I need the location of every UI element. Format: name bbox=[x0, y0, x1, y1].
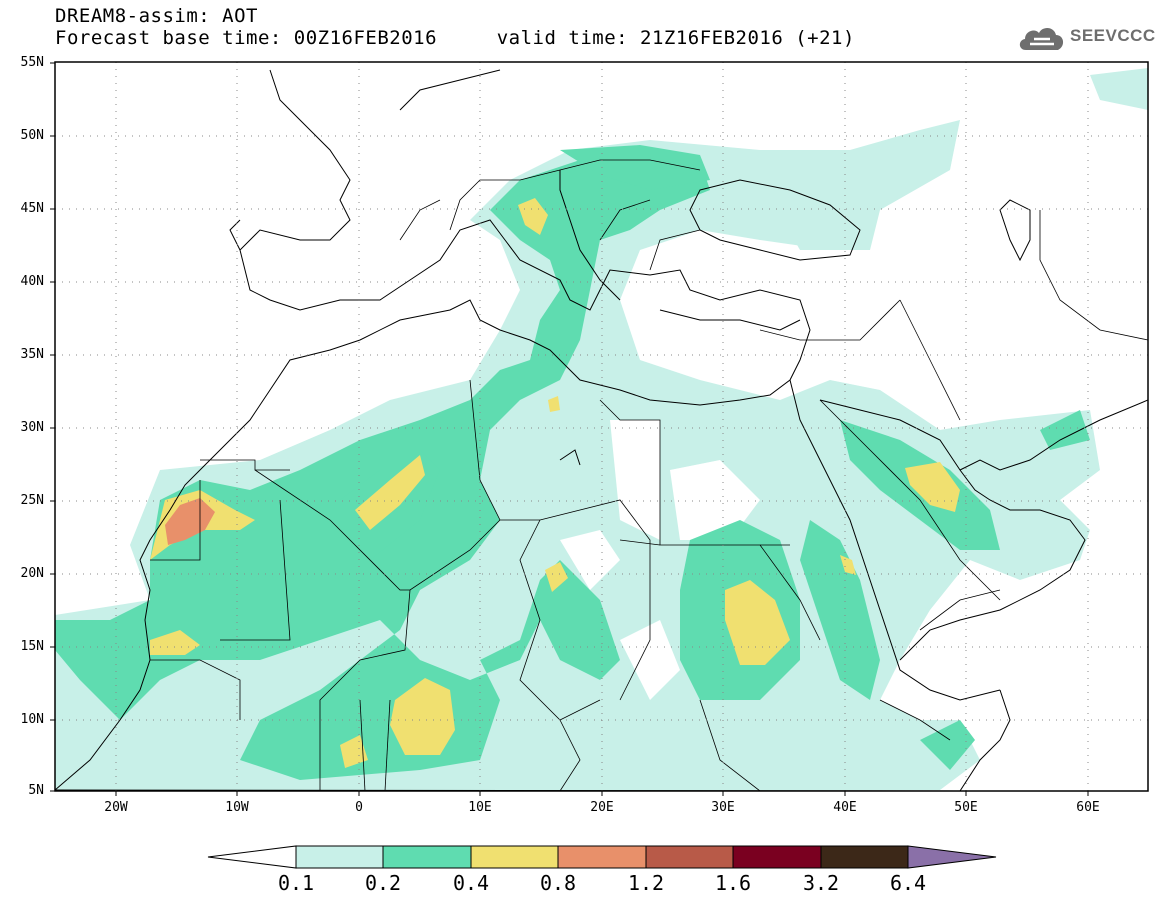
colorbar-swatch-0.8 bbox=[557, 845, 647, 869]
seevccc-logo: SEEVCCC bbox=[1016, 22, 1156, 58]
colorbar-label: 0.8 bbox=[539, 871, 577, 895]
coastlines bbox=[55, 69, 1148, 791]
colorbar-label: 1.2 bbox=[627, 871, 665, 895]
colorbar-swatch-0.4 bbox=[470, 845, 559, 869]
lat-label: 25N bbox=[20, 493, 44, 508]
forecast-times: Forecast base time: 00Z16FEB2016 valid t… bbox=[55, 27, 855, 49]
colorbar-label: 0.4 bbox=[452, 871, 490, 895]
map-title: DREAM8-assim: AOT bbox=[55, 5, 258, 27]
lat-label: 10N bbox=[20, 712, 44, 727]
lat-label: 50N bbox=[20, 128, 44, 143]
country-borders bbox=[150, 159, 1148, 791]
aot-contour-0.8 bbox=[165, 498, 215, 545]
graticule bbox=[55, 62, 1148, 791]
colorbar-swatch-1.2 bbox=[645, 845, 734, 869]
lon-label: 40E bbox=[833, 800, 857, 815]
colorbar-label: 3.2 bbox=[802, 871, 840, 895]
colorbar-swatch-1.6 bbox=[732, 845, 822, 869]
lat-label: 15N bbox=[20, 639, 44, 654]
axis-ticks bbox=[50, 62, 1089, 796]
logo-text: SEEVCCC bbox=[1070, 26, 1156, 45]
lon-label: 0 bbox=[355, 800, 363, 815]
cloud-logo-icon bbox=[1019, 27, 1064, 50]
lat-label: 35N bbox=[20, 347, 44, 362]
lat-label: 30N bbox=[20, 420, 44, 435]
lat-label: 45N bbox=[20, 201, 44, 216]
colorbar-swatch-3.2 bbox=[820, 845, 909, 869]
lat-label: 5N bbox=[28, 783, 44, 798]
lon-label: 10W bbox=[225, 800, 249, 815]
lon-label: 30E bbox=[711, 800, 735, 815]
colorbar-label: 6.4 bbox=[889, 871, 927, 895]
colorbar-below-min bbox=[207, 845, 297, 869]
lon-label: 20E bbox=[590, 800, 614, 815]
lon-label: 10E bbox=[468, 800, 492, 815]
lon-label: 50E bbox=[954, 800, 978, 815]
colorbar-above-max bbox=[907, 845, 997, 869]
lon-label: 20W bbox=[104, 800, 128, 815]
lat-label: 20N bbox=[20, 566, 44, 581]
colorbar-swatch-0.2 bbox=[382, 845, 472, 869]
colorbar-swatch-0.1 bbox=[295, 845, 384, 869]
lat-label: 55N bbox=[20, 55, 44, 70]
colorbar-label: 0.1 bbox=[277, 871, 315, 895]
lon-label: 60E bbox=[1076, 800, 1100, 815]
lat-label: 40N bbox=[20, 274, 44, 289]
colorbar bbox=[207, 845, 997, 869]
colorbar-label: 0.2 bbox=[364, 871, 402, 895]
colorbar-label: 1.6 bbox=[714, 871, 752, 895]
